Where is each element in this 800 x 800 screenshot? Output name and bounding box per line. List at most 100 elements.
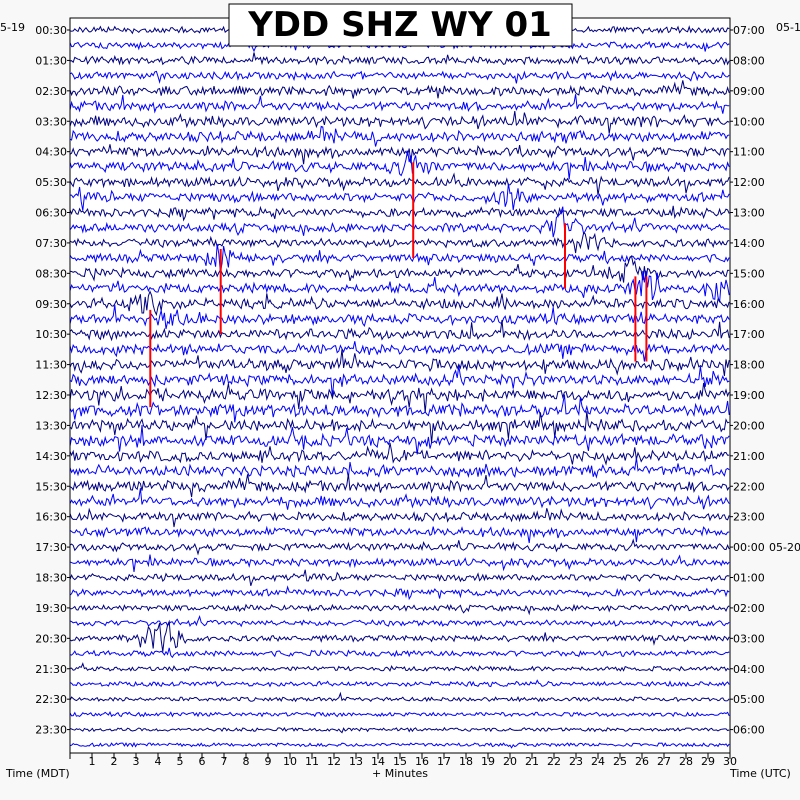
x-tick-label: 5 — [177, 755, 184, 768]
trace-line — [69, 619, 730, 652]
title-box — [228, 3, 573, 47]
x-tick-label: 30 — [723, 755, 737, 768]
trace-line — [70, 183, 730, 211]
right-axis-label: Time (UTC) — [729, 767, 791, 780]
x-tick-label: 14 — [371, 755, 385, 768]
trace-line — [69, 647, 730, 659]
x-tick-label: 22 — [547, 755, 561, 768]
x-tick-label: 9 — [265, 755, 272, 768]
left-time-label: 11:30 — [35, 359, 67, 372]
right-time-label: 00:00 — [733, 541, 765, 554]
trace-line — [69, 304, 730, 330]
x-axis-label: + Minutes — [372, 767, 428, 780]
trace-line — [70, 603, 730, 616]
trace-line — [69, 662, 730, 672]
right-time-label: 13:00 — [733, 207, 765, 220]
x-axis: 1 2 3 4 5 6 7 8 9 10 11 12 13 14 15 16 17 18 19 20 21 22 23 24 2… — [69, 753, 737, 768]
left-time-label: 20:30 — [35, 632, 67, 645]
x-tick-label: 25 — [613, 755, 627, 768]
left-time-label: 17:30 — [35, 541, 67, 554]
trace-line — [69, 394, 730, 423]
x-tick-label: 13 — [349, 755, 363, 768]
trace-line — [69, 711, 730, 718]
x-tick-label: 7 — [221, 755, 228, 768]
left-time-label: 10:30 — [35, 328, 67, 341]
left-time-label: 08:30 — [35, 267, 67, 280]
left-time-label: 15:30 — [35, 480, 67, 493]
pick-group — [149, 162, 648, 408]
right-time-label: 15:00 — [733, 267, 765, 280]
trace-line — [69, 255, 730, 283]
left-time-label: 14:30 — [35, 450, 67, 463]
left-time-label: 21:30 — [35, 663, 67, 676]
right-time-label: 01:00 — [733, 572, 765, 585]
trace-line — [69, 69, 730, 84]
trace-line — [69, 38, 730, 53]
trace-line — [69, 679, 730, 688]
trace-line — [69, 366, 730, 397]
left-time-label: 23:30 — [35, 724, 67, 737]
trace-line — [69, 172, 730, 196]
right-time-axis: 07:00 08:00 09:00 10:00 11:00 12:00 13:00 14:00… — [730, 24, 800, 737]
trace-line — [69, 319, 730, 342]
right-time-label: 05:00 — [733, 693, 765, 706]
trace-line — [69, 341, 730, 362]
right-time-label: 21:00 — [733, 450, 765, 463]
trace-line — [69, 538, 730, 556]
right-time-label: 20:00 — [733, 419, 765, 432]
trace-line — [69, 94, 730, 114]
left-time-label: 22:30 — [35, 693, 67, 706]
left-time-label: 05:30 — [35, 176, 67, 189]
trace-line — [69, 52, 730, 66]
trace-line — [69, 206, 730, 238]
trace-line — [69, 569, 730, 586]
x-tick-label: 1 — [89, 755, 96, 768]
trace-line — [69, 741, 730, 749]
trace-group — [69, 23, 730, 749]
x-tick-label: 20 — [503, 755, 517, 768]
left-time-label: 00:30 — [35, 24, 67, 37]
left-time-label: 04:30 — [35, 146, 67, 159]
x-tick-label: 15 — [393, 755, 407, 768]
right-time-label: 03:00 — [733, 632, 765, 645]
x-tick-label: 18 — [459, 755, 473, 768]
right-time-label: 11:00 — [733, 146, 765, 159]
trace-line — [69, 585, 730, 601]
trace-line — [69, 525, 730, 544]
x-tick-label: 10 — [283, 755, 297, 768]
left-time-label: 03:30 — [35, 115, 67, 128]
x-tick-label: 12 — [327, 755, 341, 768]
left-time-label: 09:30 — [35, 298, 67, 311]
trace-line — [69, 80, 730, 99]
x-tick-label: 27 — [657, 755, 671, 768]
right-time-label: 17:00 — [733, 328, 765, 341]
trace-line — [69, 473, 730, 498]
left-time-label: 12:30 — [35, 389, 67, 402]
date-left-label: 5-19 — [0, 21, 25, 34]
trace-line — [69, 205, 730, 222]
right-time-label: 23:00 — [733, 511, 765, 524]
x-tick-label: 4 — [155, 755, 162, 768]
chart-title: YDD SHZ WY 01 — [247, 5, 552, 45]
left-axis-label: Time (MDT) — [5, 767, 70, 780]
x-tick-label: 21 — [525, 755, 539, 768]
trace-line — [69, 150, 730, 180]
right-time-label: 19:00 — [733, 389, 765, 402]
left-time-label: 18:30 — [35, 572, 67, 585]
right-time-label: 14:00 — [733, 237, 765, 250]
trace-line — [69, 243, 730, 273]
trace-line — [69, 290, 730, 317]
trace-line — [69, 125, 730, 147]
right-time-label: 04:00 — [733, 663, 765, 676]
date-right-mid-label: 05-20 — [769, 541, 800, 554]
x-tick-label: 6 — [199, 755, 206, 768]
trace-line — [69, 442, 730, 466]
left-time-label: 02:30 — [35, 85, 67, 98]
x-tick-label: 24 — [591, 755, 605, 768]
right-time-label: 16:00 — [733, 298, 765, 311]
right-time-label: 02:00 — [733, 602, 765, 615]
right-time-label: 10:00 — [733, 115, 765, 128]
right-time-label: 08:00 — [733, 54, 765, 67]
left-time-label: 13:30 — [35, 419, 67, 432]
